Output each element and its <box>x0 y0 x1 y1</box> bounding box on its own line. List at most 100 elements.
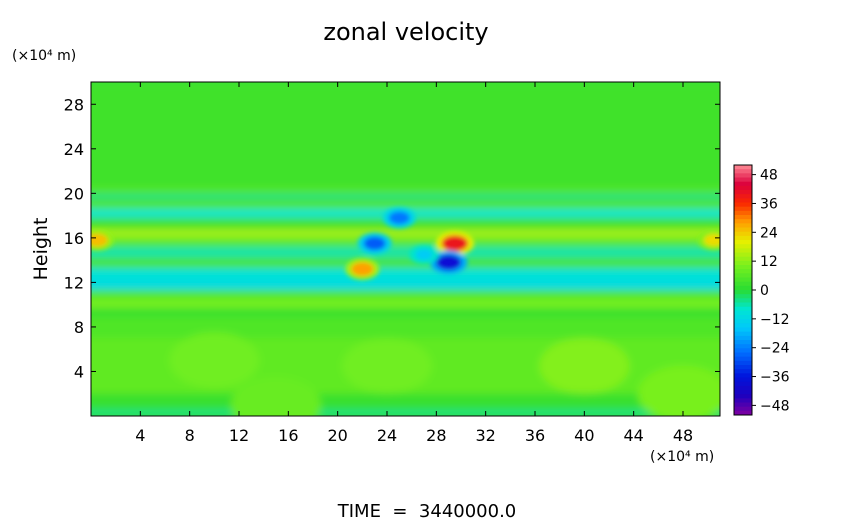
field-band <box>91 290 720 300</box>
colorbar-segment <box>734 190 752 195</box>
negative-velocity-core <box>363 236 386 251</box>
colorbar-segment <box>734 290 752 295</box>
negative-velocity-core <box>435 254 462 271</box>
colorbar-tick-label: 0 <box>760 283 769 299</box>
colorbar-segment <box>734 385 752 391</box>
field-patch <box>231 376 321 416</box>
colorbar-segment <box>734 240 752 245</box>
colorbar-segment <box>734 281 752 287</box>
plot-frame <box>90 81 721 417</box>
field-band <box>91 267 720 280</box>
heatmap-field <box>91 82 720 416</box>
colorbar-segment <box>734 215 752 220</box>
colorbar-segment <box>734 185 752 191</box>
positive-velocity-core <box>351 262 374 276</box>
colorbar-tick-label: −36 <box>760 370 790 386</box>
y-axis-ticks: 4 8 12 16 20 24 28 <box>64 95 720 381</box>
colorbar-segment <box>734 260 752 266</box>
colorbar-segment <box>734 352 752 358</box>
colorbar-segment <box>734 340 752 345</box>
field-band <box>91 316 720 339</box>
x-unit-label: (×10⁴ m) <box>650 449 714 465</box>
colorbar-segment <box>734 235 752 241</box>
colorbar-segment <box>734 256 752 262</box>
colorbar-segment <box>734 181 752 187</box>
field-band <box>91 200 720 209</box>
x-tick-label: 12 <box>229 426 249 445</box>
colorbar-segment <box>734 360 752 366</box>
colorbar-segment <box>734 252 752 258</box>
colorbar-tick-label: 48 <box>760 168 778 184</box>
colorbar-segment <box>734 265 752 270</box>
colorbar-segment <box>734 319 752 324</box>
colorbar-tick-label: 36 <box>760 196 778 212</box>
colorbar-segment <box>734 390 752 395</box>
colorbar: 48 36 24 12 0 −12 −24 −36 −48 <box>734 165 790 416</box>
chart-title: zonal velocity <box>323 18 488 46</box>
y-tick-label: 20 <box>64 184 84 203</box>
field-band <box>91 228 720 238</box>
x-tick-label: 16 <box>278 426 298 445</box>
colorbar-segment <box>734 219 752 224</box>
field-patch <box>342 337 432 394</box>
colorbar-segment <box>734 402 752 408</box>
x-tick-label: 24 <box>377 426 397 445</box>
field-band <box>91 193 720 201</box>
colorbar-segment <box>734 202 752 208</box>
colorbar-segment <box>734 165 752 170</box>
colorbar-segment <box>734 210 752 216</box>
colorbar-segment <box>734 398 752 403</box>
colorbar-segment <box>734 244 752 249</box>
colorbar-tick-label: 24 <box>760 225 778 241</box>
field-band <box>91 279 720 291</box>
colorbar-segment <box>734 406 752 412</box>
y-tick-label: 8 <box>74 318 84 337</box>
colorbar-segment <box>734 344 752 349</box>
colorbar-tick-label: −48 <box>760 398 790 414</box>
field-band <box>91 257 720 268</box>
colorbar-segment <box>734 365 752 370</box>
velocity-extremes <box>91 207 720 280</box>
colorbar-segment <box>734 381 752 387</box>
colorbar-segment <box>734 206 752 212</box>
x-tick-label: 8 <box>185 426 195 445</box>
y-tick-label: 4 <box>74 362 84 381</box>
colorbar-segment <box>734 315 752 320</box>
colorbar-segment <box>734 373 752 378</box>
y-unit-label: (×10⁴ m) <box>12 48 76 64</box>
colorbar-segment <box>734 227 752 233</box>
x-tick-label: 36 <box>525 426 545 445</box>
x-tick-label: 48 <box>673 426 693 445</box>
colorbar-segment <box>734 306 752 312</box>
field-band <box>91 308 720 317</box>
y-axis-label: Height <box>30 218 52 281</box>
field-band <box>91 187 720 194</box>
colorbar-segment <box>734 285 752 291</box>
colorbar-frame <box>733 164 753 416</box>
x-tick-label: 44 <box>623 426 643 445</box>
colorbar-segment <box>734 298 752 303</box>
field-patch <box>169 332 260 389</box>
colorbar-segment <box>734 198 752 203</box>
colorbar-segment <box>734 277 752 283</box>
colorbar-tick-label: −12 <box>760 312 790 328</box>
colorbar-segment <box>734 231 752 237</box>
colorbar-segment <box>734 310 752 316</box>
field-patch <box>638 365 720 416</box>
colorbar-segment <box>734 248 752 253</box>
colorbar-tick-label: 12 <box>760 254 778 270</box>
x-axis-ticks: 4 8 12 16 20 24 28 32 36 40 44 48 <box>135 82 693 445</box>
colorbar-segment <box>734 223 752 228</box>
colorbar-tick-label: −24 <box>760 341 790 357</box>
colorbar-segment <box>734 394 752 399</box>
negative-velocity-core <box>388 211 410 225</box>
positive-velocity-core <box>441 235 469 252</box>
colorbar-segment <box>734 169 752 174</box>
colorbar-segment <box>734 410 752 416</box>
field-band <box>91 299 720 309</box>
y-tick-label: 24 <box>64 140 84 159</box>
y-tick-label: 16 <box>64 229 84 248</box>
velocity-bands <box>91 82 720 416</box>
x-tick-label: 4 <box>135 426 145 445</box>
